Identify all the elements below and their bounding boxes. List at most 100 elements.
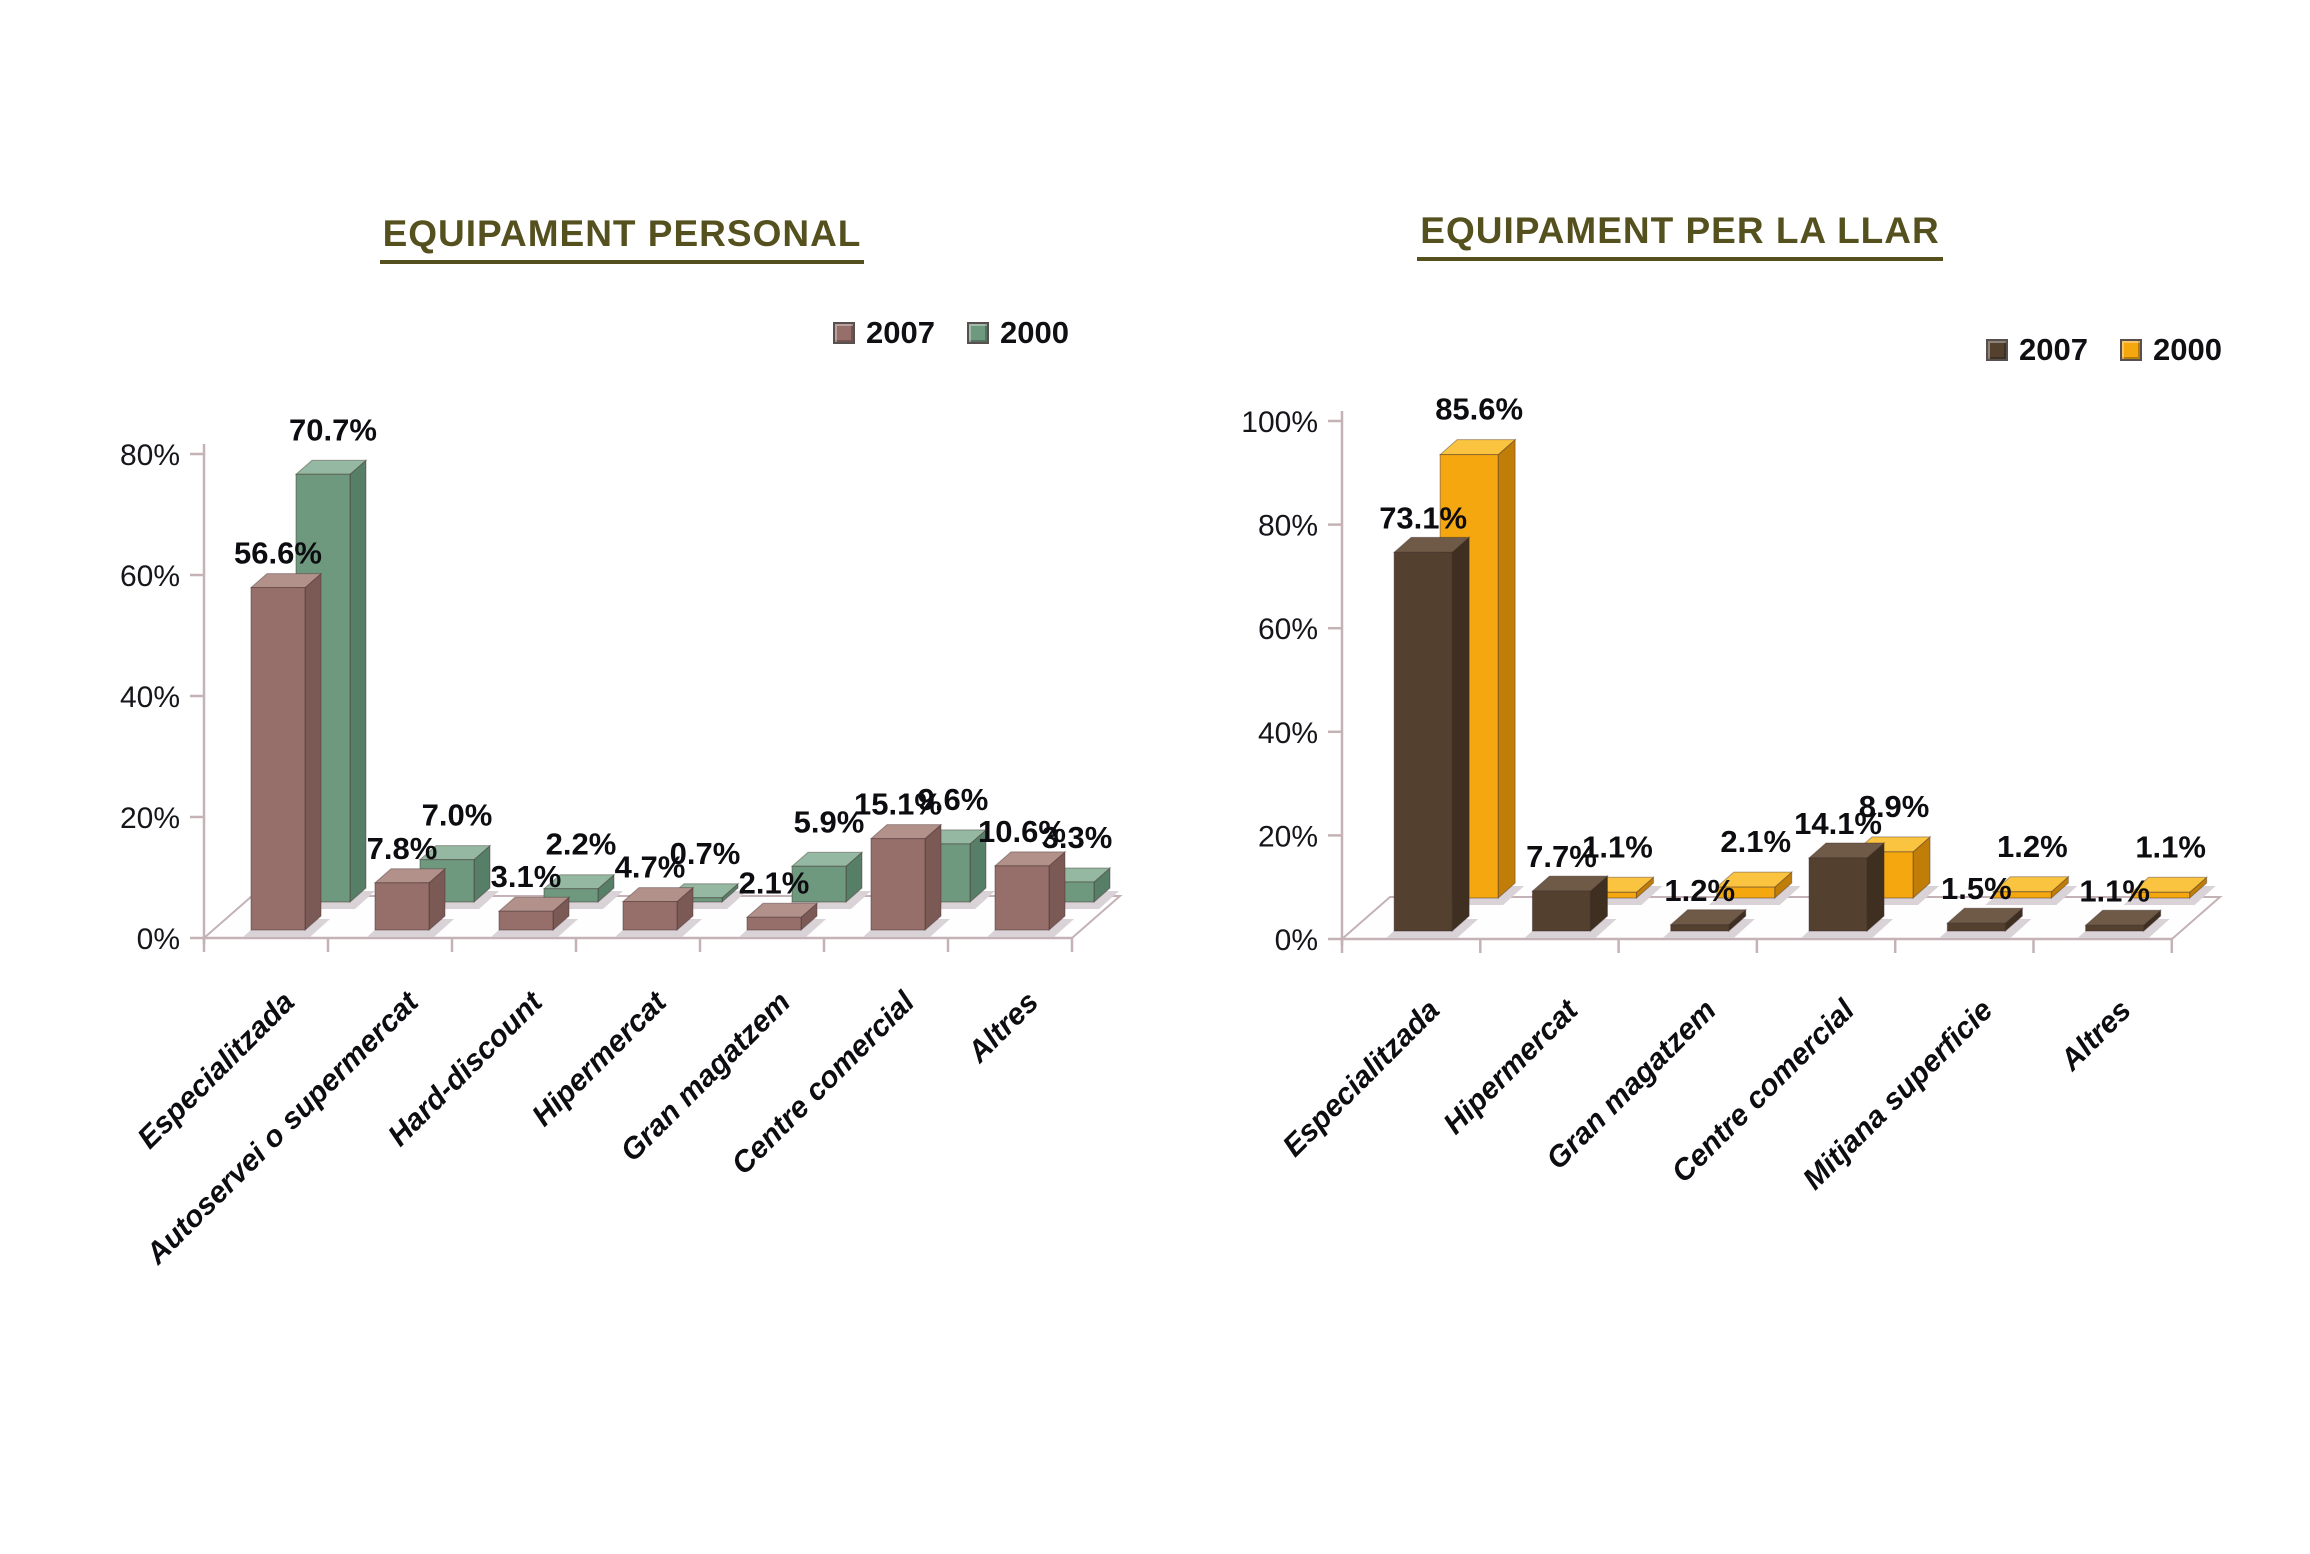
value-label-2007-especialitzada: 73.1% [1379,500,1467,535]
value-label-2000-especialitzada: 85.6% [1435,392,1523,427]
bar-2007-mitjana-superficie-front-face [1946,922,2006,932]
value-label-2007-mitjana-superficie: 1.5% [1941,871,2012,906]
category-label-hipermercat: Hipermercat [1437,992,1586,1141]
bar-2007-especialitzada [243,572,330,937]
bar-2000-altres [2123,876,2216,905]
bar-2007-gran-magatzem-front-face [746,916,802,931]
chart-plot-1: 0% 20% 40% 60% 80% 70.7% 7.0% 2.2% 0.7% 5.9% 9.6% 3… [120,412,1123,1271]
y-axis-label-60: 60% [120,560,180,593]
chart2-title-text: EQUIPAMENT PER LA LLAR [1417,210,1943,261]
category-label-altres: Altres [2053,994,2137,1078]
bar-2007-hard-discount [491,896,578,937]
chart2-legend-item-2007: 2007 [1986,334,2088,365]
bar-2000-gran-magatzem [1708,871,1801,905]
bar-2007-autoservei-o-supermercat-front-face [374,882,430,931]
bar-2007-especialitzada [1386,536,1479,938]
bar-2007-especialitzada-front-face [250,587,306,931]
value-label-2000-altres: 1.1% [2135,829,2206,864]
chart1-legend-label-2000: 2000 [999,315,1069,350]
value-label-2007-hard-discount: 3.1% [491,859,562,894]
y-axis-label-20: 20% [120,802,180,835]
value-label-2007-especialitzada: 56.6% [234,536,322,571]
y-axis-label-20: 20% [1258,820,1318,853]
bar-2007-centre-comercial [1801,841,1894,938]
chart1-title-text: EQUIPAMENT PERSONAL [379,213,865,264]
value-label-2000-gran-magatzem: 2.1% [1720,824,1791,859]
bar-2007-hipermercat-front-face [1531,890,1591,932]
y-axis-label-80: 80% [1258,510,1318,543]
bar-2007-hipermercat-front-face [622,901,678,931]
value-label-2007-gran-magatzem: 2.1% [739,865,810,900]
value-label-2000-especialitzada: 70.7% [289,412,377,447]
legend-swatch-2000-icon [2119,338,2142,361]
bar-2007-altres [2077,909,2170,938]
bar-2007-centre-comercial-side-face [924,823,942,932]
bar-2000-gran-magatzem-front-face [791,865,847,903]
value-label-2007-hipermercat: 7.7% [1526,839,1597,874]
chart1-legend-item-2000: 2000 [966,315,1069,350]
bar-2007-especialitzada-side-face [304,572,322,932]
bar-2007-gran-magatzem [1662,908,1755,938]
chart-plot-2: 0% 20% 40% 60% 80% 100% 85.6% 1.1% 2.1% 8.9% 1.2% 1… [1241,392,2223,1196]
legend-swatch-2007-icon [833,321,855,344]
bar-2000-mitjana-superficie-front-face [1992,891,2052,899]
bar-2007-mitjana-superficie [1939,907,2032,938]
value-label-2000-hipermercat: 1.1% [1582,829,1653,864]
bar-2000-altres-front-face [2131,891,2191,899]
y-axis-label-40: 40% [120,681,180,714]
chart1-legend-label-2007: 2007 [866,315,935,350]
bar-2007-altres-front-face [2085,924,2145,932]
bar-2000-mitjana-superficie [1985,875,2078,905]
chart1-title: EQUIPAMENT PERSONAL [204,213,1040,264]
y-axis-label-0: 0% [1275,924,1318,957]
y-axis-label-80: 80% [120,439,180,472]
bar-2007-altres-front-face [994,865,1050,931]
bar-2000-gran-magatzem-front-face [1716,886,1776,899]
y-axis-label-0: 0% [137,923,180,956]
value-label-2007-centre-comercial: 14.1% [1794,806,1882,841]
value-label-2000-hipermercat: 0.7% [670,836,741,871]
value-label-2007-altres: 10.6% [978,814,1066,849]
bar-2007-altres [987,850,1074,937]
chart1-legend-item-2007: 2007 [833,317,935,348]
bar-2007-hipermercat [615,886,702,937]
bar-2007-centre-comercial-front-face [870,838,926,931]
value-label-2007-autoservei-o-supermercat: 7.8% [367,831,438,866]
chart2-legend: 2007 2000 [1986,334,2222,365]
bar-2000-especialitzada-side-face [1497,438,1516,900]
value-label-2000-centre-comercial: 9.6% [918,782,989,817]
chart2-legend-label-2000: 2000 [2152,332,2222,367]
value-label-2007-centre-comercial: 15.1% [854,787,942,822]
chart2-legend-label-2007: 2007 [2019,332,2088,367]
bar-2000-especialitzada-side-face [349,459,367,904]
value-label-2000-autoservei-o-supermercat: 7.0% [422,798,493,833]
bar-2007-especialitzada-front-face [1393,551,1453,932]
value-label-2007-altres: 1.1% [2079,873,2150,908]
bar-2007-hard-discount-front-face [498,910,554,931]
value-label-2000-centre-comercial: 8.9% [1859,789,1930,824]
value-label-2000-mitjana-superficie: 1.2% [1997,829,2068,864]
chart2-title: EQUIPAMENT PER LA LLAR [1255,210,2105,261]
value-label-2000-altres: 3.3% [1042,820,1113,855]
legend-swatch-2007-icon [1986,338,2008,361]
bar-2007-especialitzada-side-face [1451,536,1470,933]
category-label-especialitzada: Especialitzada [1277,994,1447,1164]
value-label-2007-hipermercat: 4.7% [615,850,686,885]
legend-swatch-2000-icon [966,321,989,344]
category-label-altres: Altres [961,986,1045,1070]
y-axis-label-40: 40% [1258,717,1318,750]
bar-2007-autoservei-o-supermercat [367,867,454,937]
value-label-2007-gran-magatzem: 1.2% [1664,873,1735,908]
bar-2007-hipermercat [1524,875,1617,938]
bar-2007-gran-magatzem [739,902,826,937]
chart2-legend-item-2000: 2000 [2119,332,2222,367]
value-label-2000-hard-discount: 2.2% [546,827,617,862]
bar-2007-centre-comercial [863,823,950,937]
bar-2007-centre-comercial-front-face [1808,857,1868,932]
bar-2007-gran-magatzem-front-face [1670,924,1730,932]
y-axis-label-60: 60% [1258,613,1318,646]
chart1-legend: 2007 2000 [833,317,1069,348]
y-axis-label-100: 100% [1241,406,1318,439]
